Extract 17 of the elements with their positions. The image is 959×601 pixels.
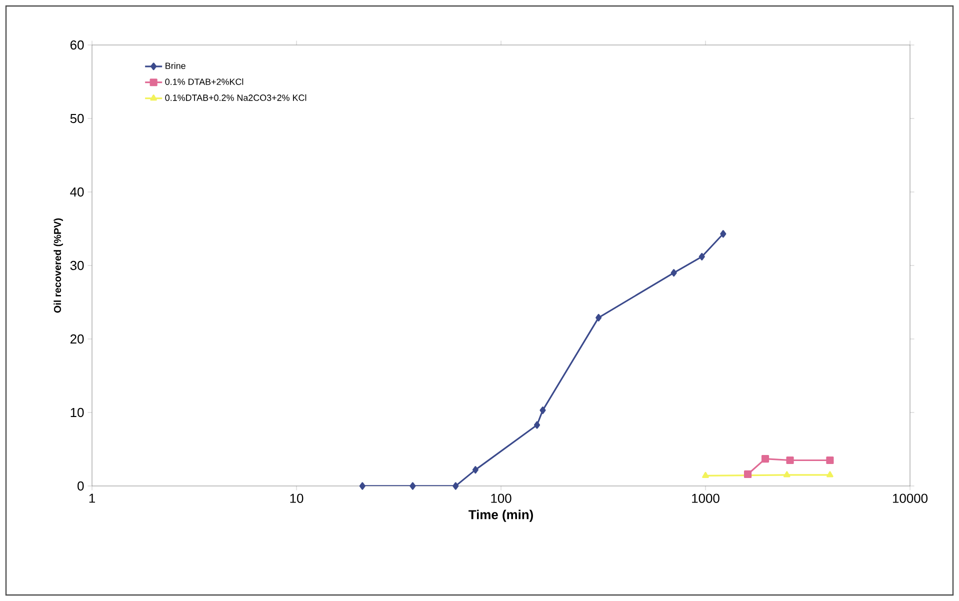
x-tick-label: 10	[290, 494, 304, 503]
y-tick-label: 0	[78, 481, 84, 491]
x-axis-title: Time (min)	[468, 510, 533, 522]
x-tick-label: 10000	[892, 494, 928, 503]
x-tick-label: 1	[89, 494, 95, 503]
y-tick-label: 10	[70, 408, 84, 418]
y-tick-label: 20	[70, 334, 84, 344]
y-tick-label: 50	[70, 114, 84, 124]
x-tick-label: 1000	[692, 494, 720, 503]
y-tick-label: 30	[70, 260, 84, 270]
y-tick-label: 60	[70, 40, 84, 50]
y-axis-title: Oil recovered (%PV)	[54, 218, 63, 313]
legend-label: 0.1% DTAB+2%KCl	[165, 78, 244, 85]
legend-label: Brine	[166, 62, 186, 69]
x-tick-label: 100	[491, 494, 512, 503]
legend-label: 0.1%DTAB+0.2% Na2CO3+2% KCl	[165, 94, 306, 101]
y-tick-label: 40	[70, 187, 84, 197]
